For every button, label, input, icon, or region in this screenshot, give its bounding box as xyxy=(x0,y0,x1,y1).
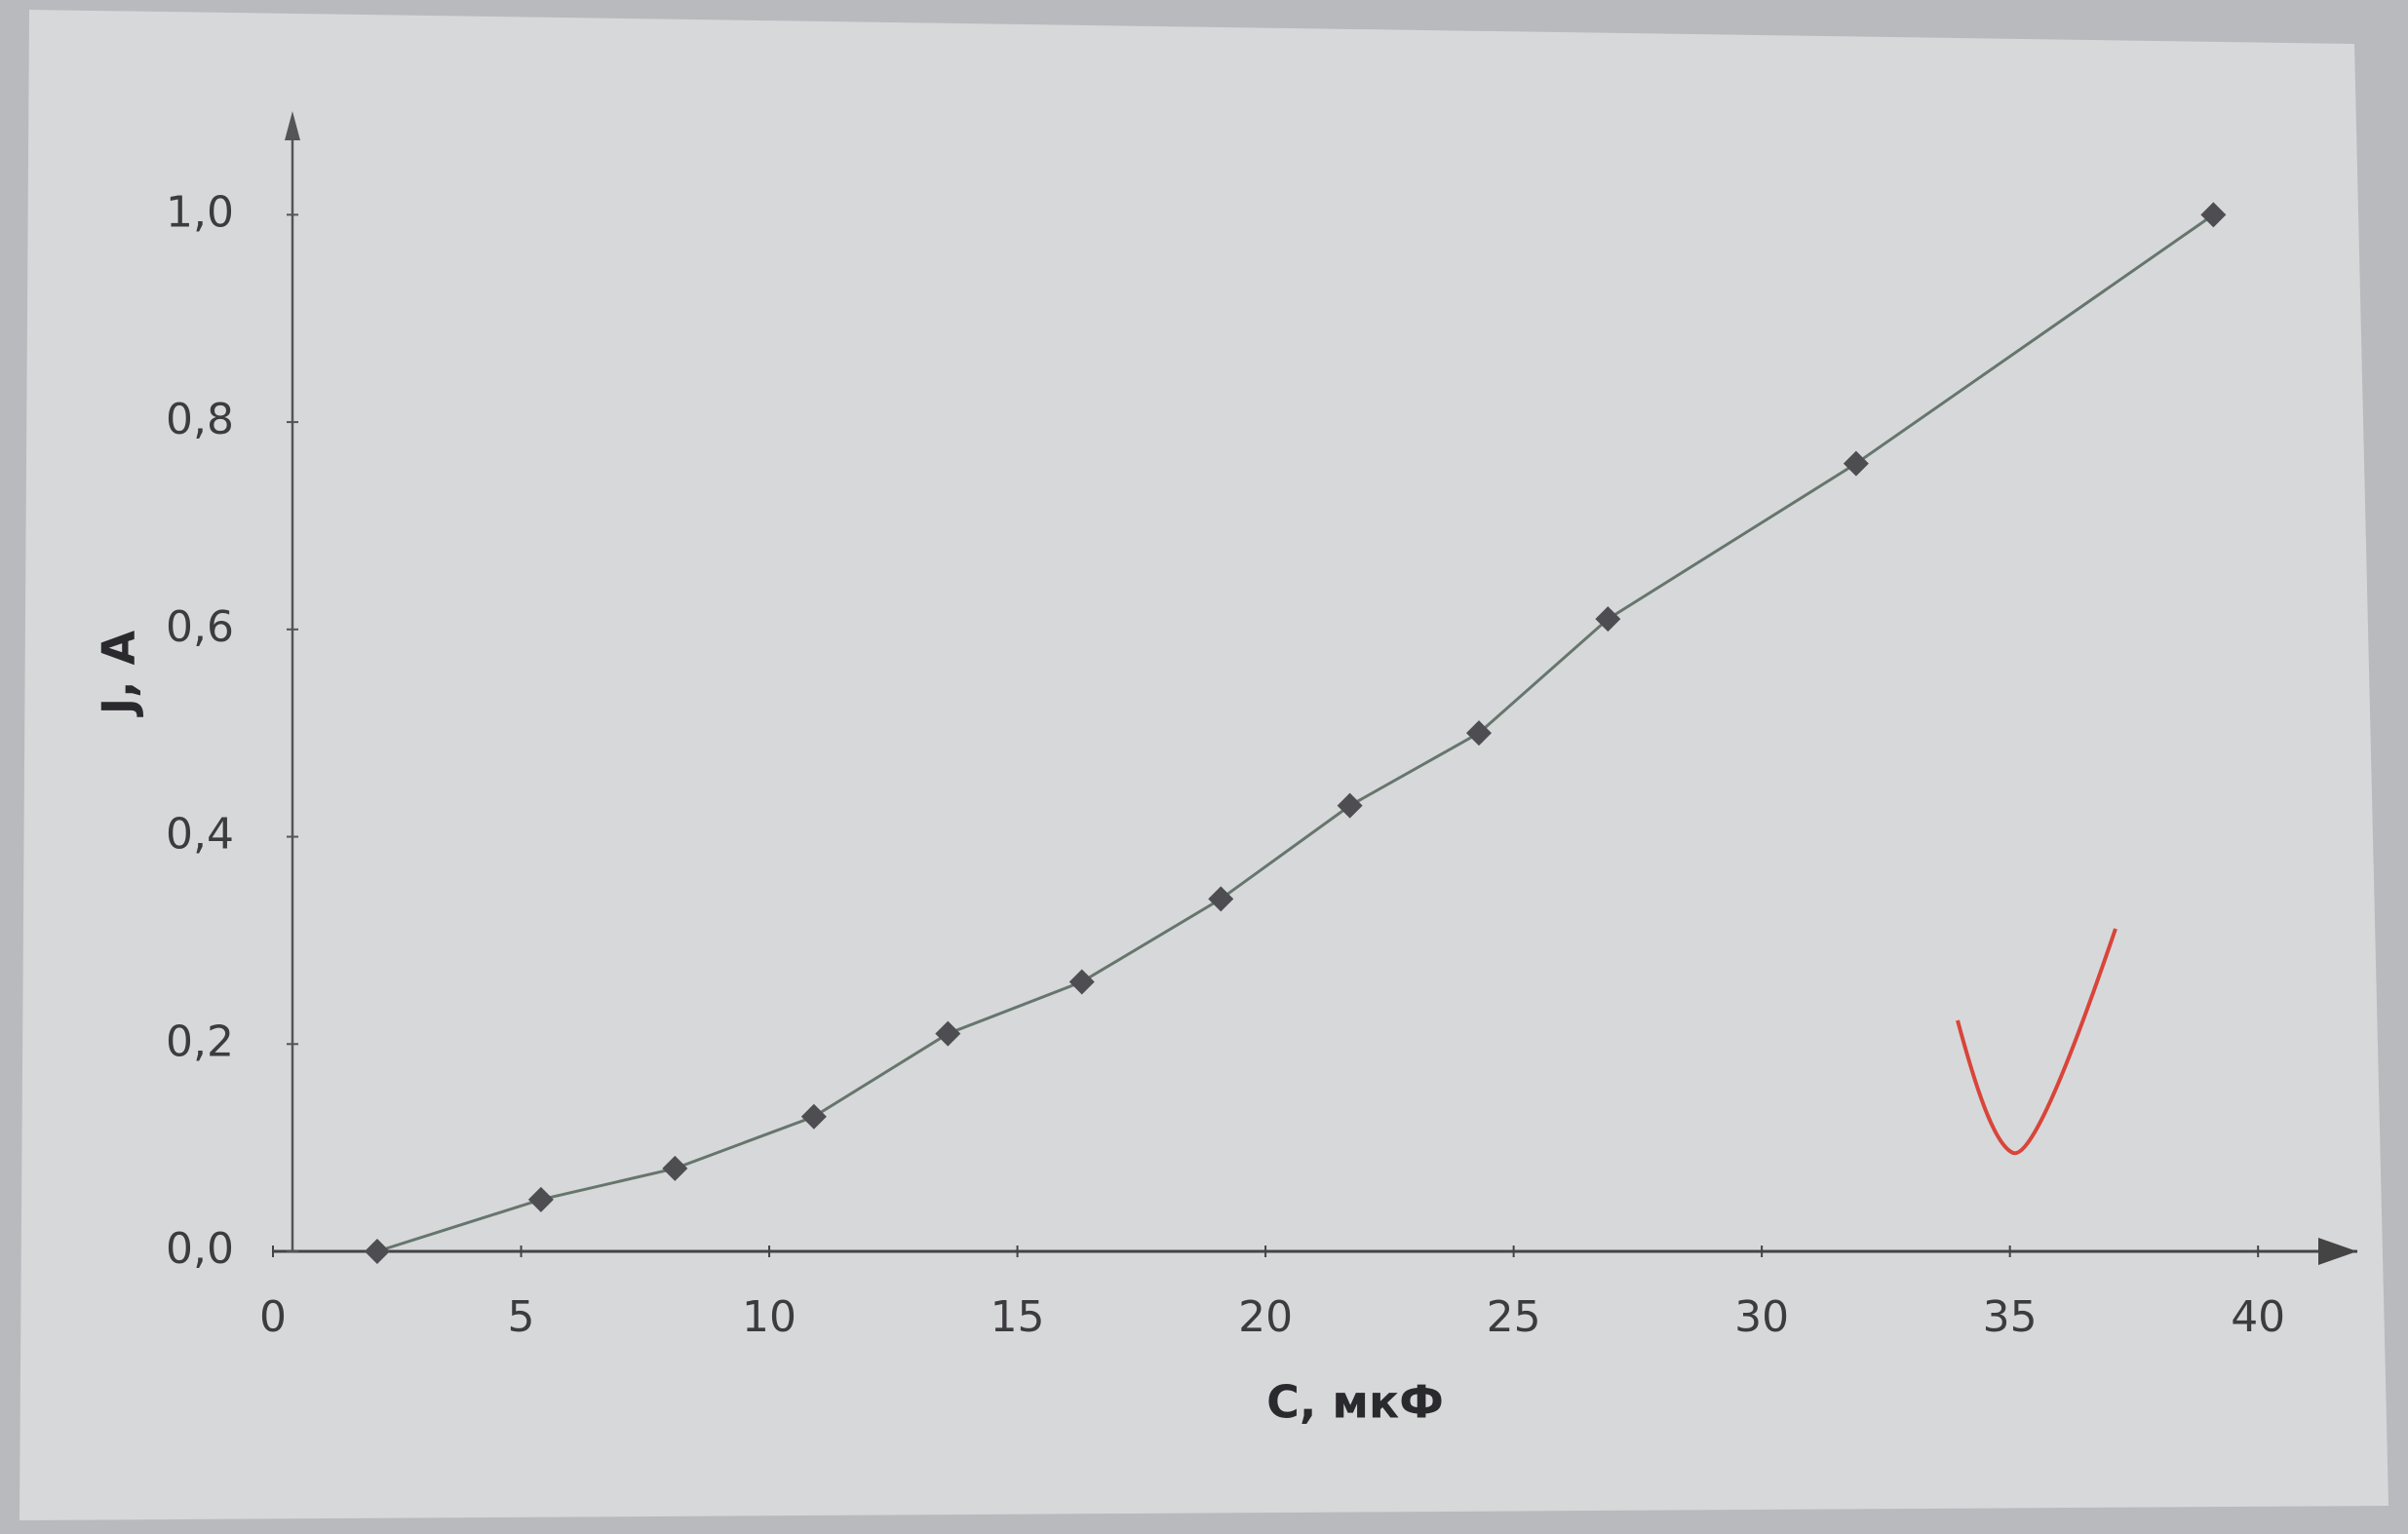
x-tick-label: 25 xyxy=(1487,1292,1541,1342)
y-axis-title: J, A xyxy=(93,631,145,718)
y-tick-label: 0,6 xyxy=(166,602,234,652)
x-axis-title: C, мкФ xyxy=(1266,1376,1444,1429)
y-tick-label: 0,2 xyxy=(166,1016,234,1066)
x-tick-label: 30 xyxy=(1734,1292,1789,1342)
x-tick-label: 5 xyxy=(508,1292,535,1342)
x-tick-label: 20 xyxy=(1238,1292,1293,1342)
x-tick-label: 35 xyxy=(1983,1292,2038,1342)
y-tick-label: 1,0 xyxy=(166,187,234,237)
x-tick-label: 0 xyxy=(259,1292,287,1342)
x-tick-label: 10 xyxy=(742,1292,796,1342)
y-tick-label: 0,4 xyxy=(166,810,234,860)
x-tick-label: 15 xyxy=(990,1292,1045,1342)
chart: C, мкФ J, A 0,0 0,2 0,4 0,6 0,8 1,0 0 5 10 15 20 25… xyxy=(0,0,2408,1534)
page: C, мкФ J, A 0,0 0,2 0,4 0,6 0,8 1,0 0 5 10 15 20 25… xyxy=(0,0,2408,1534)
x-tick-label: 40 xyxy=(2231,1292,2285,1342)
y-tick-label: 0,8 xyxy=(166,395,234,444)
y-tick-label: 0,0 xyxy=(166,1224,234,1274)
